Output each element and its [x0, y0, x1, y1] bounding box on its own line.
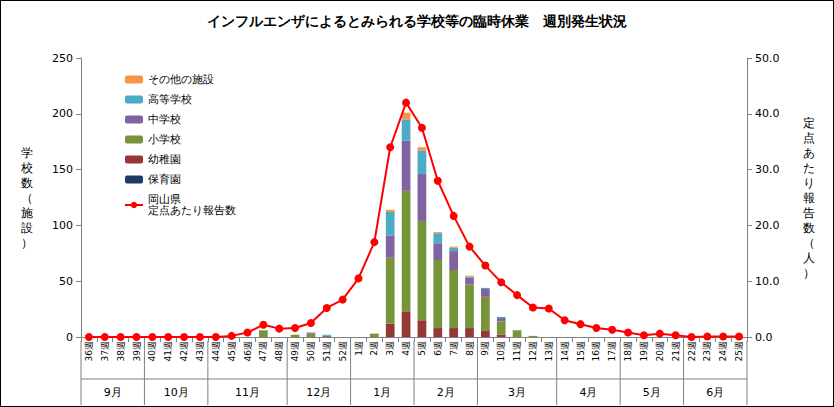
svg-text:18週: 18週 — [623, 341, 633, 361]
svg-text:0: 0 — [66, 331, 73, 344]
svg-text:定: 定 — [803, 116, 815, 130]
svg-text:5月: 5月 — [643, 386, 661, 399]
svg-text:（: （ — [21, 191, 33, 205]
svg-text:岡山県: 岡山県 — [148, 193, 181, 206]
svg-text:9週: 9週 — [480, 341, 490, 356]
svg-text:3週: 3週 — [385, 341, 395, 356]
svg-text:保育園: 保育園 — [148, 173, 181, 186]
svg-text:50.0: 50.0 — [755, 52, 780, 65]
svg-text:小学校: 小学校 — [148, 133, 181, 146]
svg-text:10月: 10月 — [164, 386, 189, 399]
svg-text:38週: 38週 — [116, 341, 126, 361]
svg-text:幼稚園: 幼稚園 — [148, 153, 181, 166]
svg-text:19週: 19週 — [639, 341, 649, 361]
svg-text:48週: 48週 — [274, 341, 284, 361]
svg-text:42週: 42週 — [179, 341, 189, 361]
svg-text:21週: 21週 — [671, 341, 681, 361]
svg-text:20週: 20週 — [655, 341, 665, 361]
svg-text:200: 200 — [52, 107, 73, 120]
svg-text:36週: 36週 — [84, 341, 94, 361]
svg-text:あ: あ — [803, 146, 815, 160]
svg-text:校: 校 — [20, 161, 33, 175]
svg-text:25週: 25週 — [734, 341, 744, 361]
svg-text:13週: 13週 — [544, 341, 554, 361]
svg-text:39週: 39週 — [132, 341, 142, 361]
svg-text:1週: 1週 — [354, 341, 364, 356]
svg-text:た: た — [803, 161, 815, 175]
svg-text:100: 100 — [52, 219, 73, 232]
svg-text:41週: 41週 — [163, 341, 173, 361]
svg-text:40週: 40週 — [147, 341, 157, 361]
svg-text:51週: 51週 — [322, 341, 332, 361]
svg-text:12月: 12月 — [306, 386, 331, 399]
svg-text:37週: 37週 — [100, 341, 110, 361]
svg-text:4月: 4月 — [579, 386, 597, 399]
svg-text:10週: 10週 — [496, 341, 506, 361]
svg-text:告: 告 — [803, 206, 815, 220]
svg-text:150: 150 — [52, 163, 73, 176]
svg-text:2週: 2週 — [369, 341, 379, 356]
svg-text:インフルエンザによるとみられる学校等の臨時休業 週別発生状況: インフルエンザによるとみられる学校等の臨時休業 週別発生状況 — [207, 13, 627, 29]
svg-text:47週: 47週 — [258, 341, 268, 361]
svg-text:中学校: 中学校 — [148, 113, 181, 126]
svg-text:50週: 50週 — [306, 341, 316, 361]
svg-text:40.0: 40.0 — [755, 107, 780, 120]
svg-text:17週: 17週 — [607, 341, 617, 361]
svg-text:り: り — [803, 176, 815, 190]
svg-text:点: 点 — [803, 131, 815, 145]
svg-text:12週: 12週 — [528, 341, 538, 361]
svg-text:50: 50 — [59, 275, 73, 288]
svg-text:30.0: 30.0 — [755, 163, 780, 176]
svg-text:（: （ — [803, 236, 815, 250]
svg-text:46週: 46週 — [243, 341, 253, 361]
svg-text:学: 学 — [21, 146, 33, 160]
svg-text:3月: 3月 — [508, 386, 526, 399]
svg-text:その他の施設: その他の施設 — [148, 73, 214, 86]
svg-text:数: 数 — [21, 176, 33, 190]
svg-text:数: 数 — [803, 221, 815, 235]
svg-text:施: 施 — [21, 206, 33, 220]
svg-text:14週: 14週 — [560, 341, 570, 361]
svg-text:7週: 7週 — [449, 341, 459, 356]
svg-text:15週: 15週 — [576, 341, 586, 361]
svg-text:44週: 44週 — [211, 341, 221, 361]
svg-text:22週: 22週 — [687, 341, 697, 361]
svg-text:11月: 11月 — [235, 386, 260, 399]
svg-text:1月: 1月 — [373, 386, 391, 399]
svg-text:0.0: 0.0 — [755, 331, 773, 344]
svg-text:）: ） — [21, 236, 33, 250]
svg-text:43週: 43週 — [195, 341, 205, 361]
svg-text:人: 人 — [803, 251, 815, 265]
svg-text:49週: 49週 — [290, 341, 300, 361]
svg-text:報: 報 — [803, 191, 815, 205]
svg-text:6月: 6月 — [706, 386, 724, 399]
svg-text:定点あたり報告数: 定点あたり報告数 — [148, 204, 236, 217]
svg-text:52週: 52週 — [338, 341, 348, 361]
svg-text:24週: 24週 — [718, 341, 728, 361]
svg-text:4週: 4週 — [401, 341, 411, 356]
svg-text:23週: 23週 — [702, 341, 712, 361]
svg-text:20.0: 20.0 — [755, 219, 780, 232]
svg-text:6週: 6週 — [433, 341, 443, 356]
svg-text:高等学校: 高等学校 — [148, 93, 192, 106]
svg-text:9月: 9月 — [104, 386, 122, 399]
svg-text:設: 設 — [21, 221, 33, 235]
svg-text:8週: 8週 — [465, 341, 475, 356]
svg-text:11週: 11週 — [512, 341, 522, 361]
svg-text:5週: 5週 — [417, 341, 427, 356]
svg-text:10.0: 10.0 — [755, 275, 780, 288]
svg-text:45週: 45週 — [227, 341, 237, 361]
svg-text:16週: 16週 — [591, 341, 601, 361]
svg-text:250: 250 — [52, 52, 73, 65]
svg-text:2月: 2月 — [437, 386, 455, 399]
svg-text:）: ） — [803, 266, 815, 280]
